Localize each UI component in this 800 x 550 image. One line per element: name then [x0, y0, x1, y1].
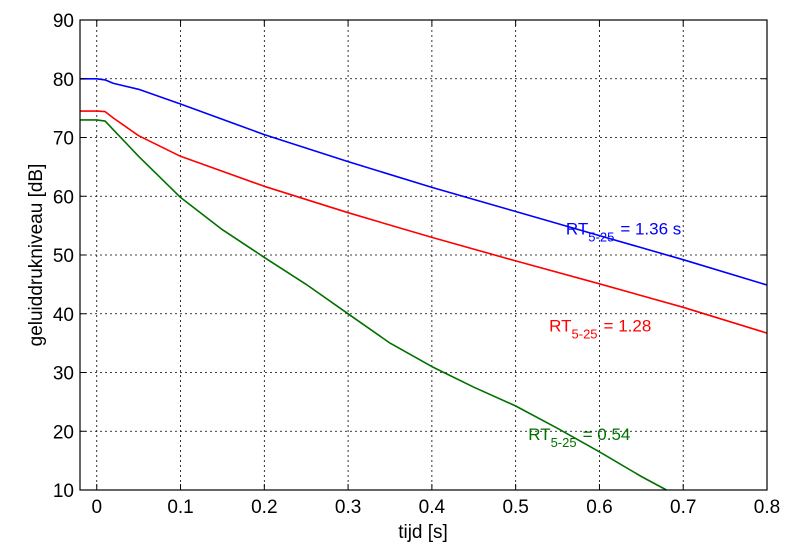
series-line-1: [80, 78, 768, 286]
x-tick-label: 0.1: [167, 497, 193, 518]
x-tick-label: 0.4: [419, 497, 446, 518]
y-axis-label: geluiddrukniveau [dB]: [26, 164, 47, 347]
y-tick-label: 60: [53, 187, 74, 208]
grid-lines: [80, 20, 767, 490]
y-tick-label: 50: [53, 246, 74, 267]
tick-marks: 0 0.1 0.2 0.3 0.4 0.5 0.6 0.7 0.8 10 20 30 40 50 60 70 8…: [53, 11, 780, 518]
y-tick-label: 90: [53, 11, 74, 32]
x-tick-label: 0.5: [502, 497, 528, 518]
y-tick-label: 80: [53, 70, 74, 91]
x-tick-label: 0.6: [586, 497, 612, 518]
x-tick-label: 0.2: [251, 497, 277, 518]
series-layer: [80, 78, 768, 491]
plot-background: [80, 20, 767, 490]
rt-annotation-1: RT5-25 = 1.36 s: [566, 219, 681, 244]
rt-annotation-3: RT5-25 = 0.54: [528, 425, 630, 450]
x-tick-label: 0: [91, 497, 102, 518]
x-tick-label: 0.3: [335, 497, 361, 518]
series-line-2: [80, 110, 768, 334]
x-tick-label: 0.8: [754, 497, 780, 518]
y-tick-label: 40: [53, 305, 74, 326]
annotations: RT5-25 = 1.36 s RT5-25 = 1.28 RT5-25 = 0.54: [528, 219, 681, 450]
y-tick-label: 10: [53, 481, 74, 502]
x-axis-label: tijd [s]: [398, 522, 448, 543]
y-tick-label: 20: [53, 422, 74, 443]
series-line-3: [80, 119, 667, 491]
rt-annotation-2: RT5-25 = 1.28: [549, 316, 651, 341]
y-tick-label: 70: [53, 129, 74, 150]
x-tick-label: 0.7: [670, 497, 696, 518]
y-tick-label: 30: [53, 364, 74, 385]
